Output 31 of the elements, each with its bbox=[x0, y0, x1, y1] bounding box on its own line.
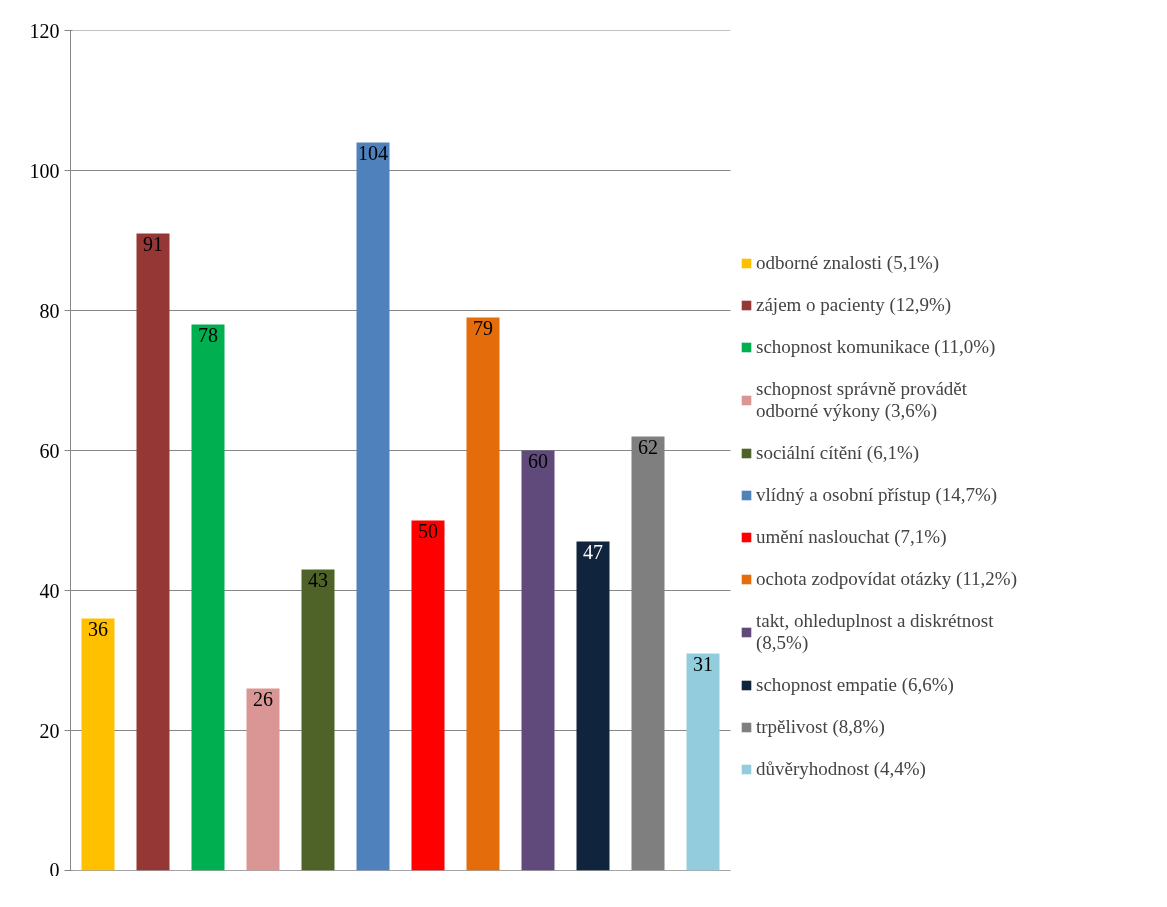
data-label: 104 bbox=[358, 141, 388, 164]
data-label: 47 bbox=[583, 540, 603, 563]
legend-label: sociální cítění (6,1%) bbox=[756, 442, 920, 464]
legend-label: umění naslouchat (7,1%) bbox=[756, 526, 947, 548]
legend-label: schopnost správně provádět odborné výkony (3,6%) bbox=[756, 378, 968, 422]
data-label: 62 bbox=[638, 435, 658, 458]
data-label: 78 bbox=[198, 323, 218, 346]
data-label: 79 bbox=[473, 316, 493, 339]
y-tick-label: 40 bbox=[39, 579, 60, 602]
y-tick-label: 120 bbox=[29, 19, 60, 42]
legend-label: takt, ohleduplnost a diskrétnost (8,5%) bbox=[756, 610, 994, 654]
legend-label: trpělivost (8,8%) bbox=[756, 716, 885, 738]
legend-label: schopnost empatie (6,6%) bbox=[756, 674, 954, 696]
data-label: 91 bbox=[143, 232, 163, 255]
y-tick-label: 0 bbox=[49, 858, 60, 881]
legend-label: odborné znalosti (5,1%) bbox=[756, 252, 940, 274]
legend-label: ochota zodpovídat otázky (11,2%) bbox=[756, 568, 1017, 590]
y-tick-label: 100 bbox=[29, 159, 60, 182]
y-tick-label: 80 bbox=[39, 299, 60, 322]
data-label: 31 bbox=[693, 652, 713, 675]
legend-label: schopnost komunikace (11,0%) bbox=[756, 336, 996, 358]
y-tick-label: 20 bbox=[39, 719, 60, 742]
data-label: 36 bbox=[88, 617, 108, 640]
y-tick-label: 60 bbox=[39, 439, 60, 462]
data-label: 26 bbox=[253, 687, 273, 710]
data-label: 50 bbox=[418, 519, 438, 542]
data-label: 43 bbox=[308, 568, 328, 591]
data-label: 60 bbox=[528, 449, 548, 472]
legend-label: zájem o pacienty (12,9%) bbox=[756, 294, 952, 316]
legend-label: důvěryhodnost (4,4%) bbox=[756, 758, 926, 780]
legend-label: vlídný a osobní přístup (14,7%) bbox=[756, 484, 998, 506]
